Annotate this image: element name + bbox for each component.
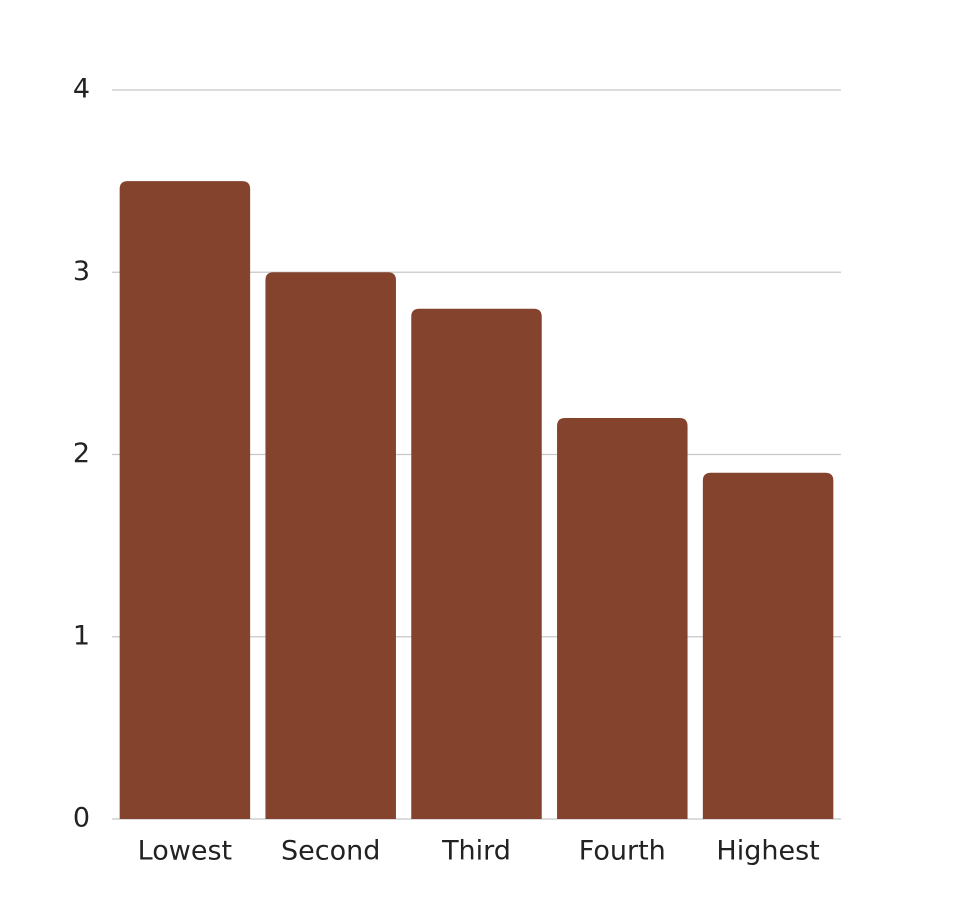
y-tick-label: 2 <box>73 438 90 469</box>
x-tick-label: Highest <box>716 836 819 867</box>
bar <box>411 308 542 819</box>
x-tick-label: Fourth <box>579 836 666 867</box>
x-tick-label: Third <box>441 836 511 867</box>
bar <box>265 272 396 819</box>
bar <box>557 418 688 819</box>
bar <box>702 472 834 819</box>
y-tick-label: 0 <box>73 803 90 834</box>
bar <box>119 181 251 819</box>
x-tick-label: Lowest <box>138 836 232 867</box>
y-tick-label: 3 <box>73 256 90 287</box>
y-tick-label: 4 <box>73 74 90 105</box>
y-tick-label: 1 <box>73 620 90 651</box>
x-tick-label: Second <box>281 836 380 867</box>
